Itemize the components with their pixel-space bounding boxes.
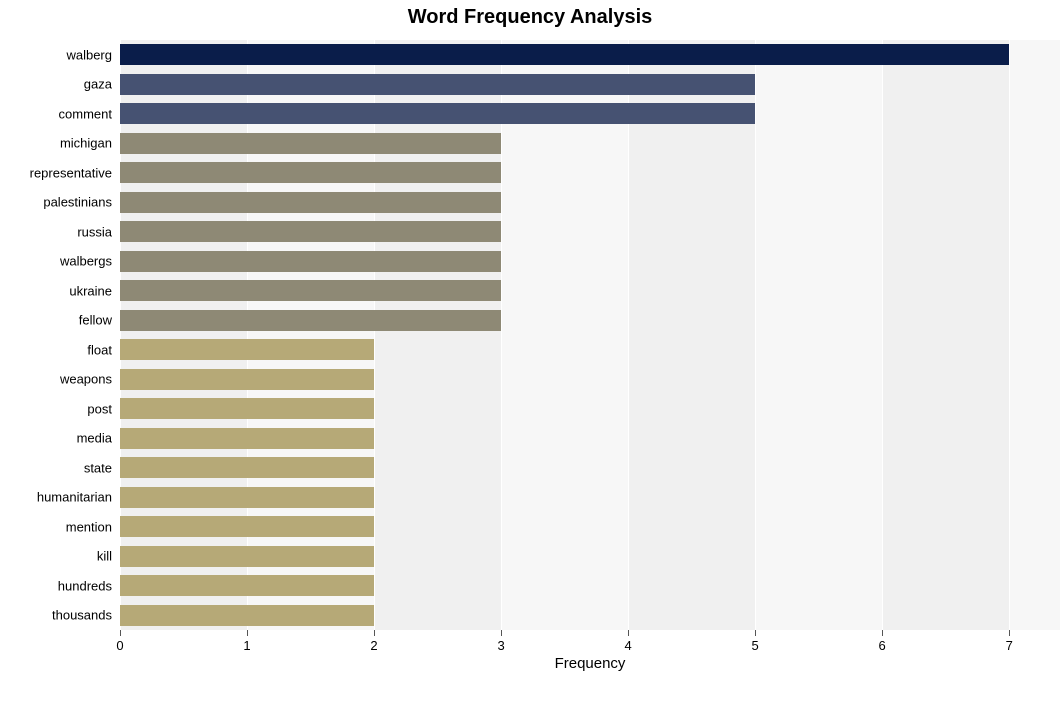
bar-row [120,133,1060,154]
x-tick-label: 3 [497,638,504,653]
bar [120,398,374,419]
x-tick-mark [755,630,756,636]
y-tick-label: kill [97,549,112,564]
x-tick-mark [501,630,502,636]
bar-row [120,457,1060,478]
x-tick-label: 2 [370,638,377,653]
x-tick-mark [1009,630,1010,636]
bar-row [120,369,1060,390]
y-tick-label: float [87,342,112,357]
x-tick-mark [882,630,883,636]
bar-row [120,192,1060,213]
x-tick-label: 5 [752,638,759,653]
plot-area [120,40,1060,630]
x-tick-label: 0 [116,638,123,653]
x-tick-mark [120,630,121,636]
bar-row [120,487,1060,508]
x-tick-label: 1 [243,638,250,653]
bar [120,251,501,272]
y-tick-label: humanitarian [37,490,112,505]
bar [120,487,374,508]
y-tick-label: hundreds [58,578,112,593]
y-tick-label: post [87,401,112,416]
y-tick-label: walbergs [60,254,112,269]
y-tick-label: weapons [60,372,112,387]
y-tick-label: palestinians [43,195,112,210]
x-tick-mark [247,630,248,636]
y-tick-label: ukraine [69,283,112,298]
y-tick-label: mention [66,519,112,534]
y-tick-label: state [84,460,112,475]
bar [120,133,501,154]
y-tick-label: gaza [84,77,112,92]
x-axis-title: Frequency [120,655,1060,672]
chart-title: Word Frequency Analysis [0,6,1060,29]
bar-row [120,516,1060,537]
bar [120,516,374,537]
bar-row [120,310,1060,331]
x-tick-label: 7 [1006,638,1013,653]
word-frequency-chart: Word Frequency Analysis walberg gaza comme… [0,0,1060,701]
bar-row [120,428,1060,449]
bar [120,546,374,567]
x-tick-label: 4 [624,638,631,653]
bar-row [120,221,1060,242]
bar [120,162,501,183]
bar-row [120,575,1060,596]
bar [120,369,374,390]
y-tick-label: fellow [79,313,112,328]
y-axis-labels: walberg gaza comment michigan representative… [0,40,112,630]
bars-layer [120,40,1060,630]
bar-row [120,398,1060,419]
bar [120,74,755,95]
y-tick-label: russia [77,224,112,239]
y-tick-label: representative [30,165,112,180]
bar-row [120,251,1060,272]
x-tick-mark [628,630,629,636]
bar-row [120,103,1060,124]
bar [120,44,1009,65]
bar-row [120,339,1060,360]
bar [120,103,755,124]
bar-row [120,280,1060,301]
y-tick-label: walberg [66,47,112,62]
bar [120,192,501,213]
bar [120,280,501,301]
bar-row [120,162,1060,183]
bar-row [120,74,1060,95]
bar [120,575,374,596]
y-tick-label: media [77,431,112,446]
y-tick-label: thousands [52,608,112,623]
x-tick-label: 6 [879,638,886,653]
y-tick-label: michigan [60,136,112,151]
y-tick-label: comment [59,106,112,121]
bar [120,221,501,242]
bar [120,428,374,449]
bar [120,339,374,360]
bar [120,605,374,626]
bar-row [120,44,1060,65]
bar-row [120,546,1060,567]
bar [120,457,374,478]
x-tick-mark [374,630,375,636]
bar-row [120,605,1060,626]
bar [120,310,501,331]
